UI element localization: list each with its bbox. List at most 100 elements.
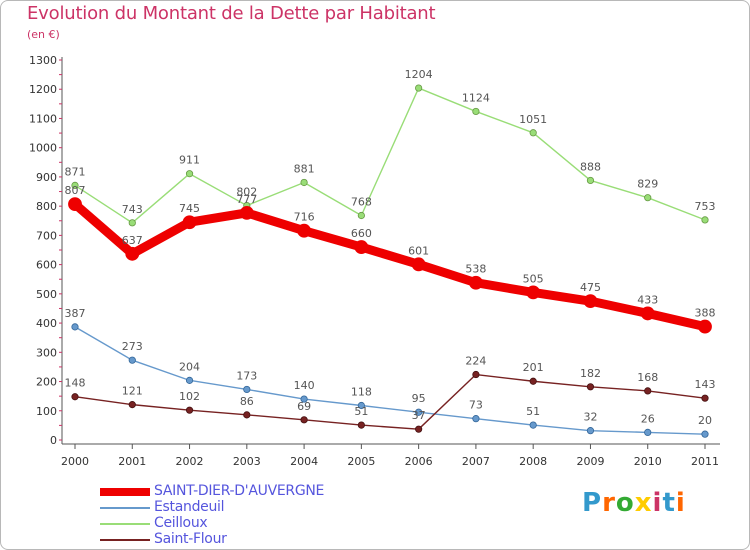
- data-label: 888: [580, 160, 601, 173]
- line-chart: 0 100 200 300 400 500 600 700 800 900 1000 1100 1200…: [29, 54, 720, 468]
- data-point: [586, 176, 595, 185]
- x-tick-label: 2006: [405, 455, 433, 468]
- series-line-2: [74, 87, 706, 224]
- x-tick-label: 2009: [576, 455, 604, 468]
- data-label: 505: [523, 272, 544, 285]
- data-label: 1051: [519, 113, 547, 126]
- y-tick-label: 1300: [29, 54, 57, 67]
- data-point: [586, 383, 595, 391]
- data-label: 802: [236, 186, 257, 199]
- y-tick-label: 1000: [29, 142, 57, 155]
- data-point: [472, 415, 480, 423]
- legend-swatch: [100, 507, 150, 509]
- data-point: [128, 401, 136, 409]
- data-label: 637: [122, 234, 143, 247]
- data-label: 26: [641, 412, 655, 425]
- data-label: 201: [523, 361, 544, 374]
- data-point: [243, 411, 251, 419]
- data-point: [71, 323, 79, 331]
- data-label: 475: [580, 281, 601, 294]
- legend-swatch: [100, 539, 150, 541]
- data-point: [185, 376, 194, 384]
- data-label: 102: [179, 390, 200, 403]
- y-tick-label: 1100: [29, 112, 57, 125]
- data-point: [472, 107, 480, 116]
- x-tick-label: 2002: [176, 455, 204, 468]
- axes: 0 100 200 300 400 500 600 700 800 900 1000 1100 1200…: [29, 54, 720, 468]
- series-line-0: [70, 199, 710, 332]
- data-label: 753: [695, 200, 716, 213]
- x-tick-label: 2008: [519, 455, 547, 468]
- data-label: 601: [408, 244, 429, 257]
- legend-swatch: [100, 488, 150, 496]
- data-label: 743: [122, 203, 143, 216]
- data-label: 204: [179, 360, 200, 373]
- data-label: 140: [294, 379, 315, 392]
- data-point: [644, 387, 652, 395]
- data-label: 538: [465, 263, 486, 276]
- data-label: 768: [351, 196, 372, 209]
- legend-label: Ceilloux: [154, 515, 208, 531]
- data-point: [415, 425, 423, 433]
- data-label: 118: [351, 386, 372, 399]
- data-point: [701, 394, 709, 402]
- data-point: [415, 84, 423, 92]
- data-label: 871: [65, 165, 86, 178]
- data-label: 168: [637, 371, 658, 384]
- data-label: 1204: [405, 68, 433, 81]
- data-point: [128, 219, 136, 227]
- data-point: [357, 401, 365, 410]
- data-point: [128, 356, 136, 364]
- y-tick-label: 100: [36, 405, 57, 418]
- data-point: [529, 377, 537, 385]
- y-tick-label: 300: [36, 346, 57, 359]
- data-label: 95: [412, 392, 426, 405]
- data-point: [644, 194, 652, 202]
- data-point: [586, 427, 595, 435]
- series-line-3: [74, 373, 706, 430]
- x-tick-label: 2010: [634, 455, 662, 468]
- data-label: 777: [236, 193, 257, 206]
- legend-swatch: [100, 523, 150, 525]
- y-tick-label: 500: [36, 288, 57, 301]
- data-point: [297, 223, 311, 238]
- data-label: 660: [351, 227, 372, 240]
- data-point: [644, 428, 652, 436]
- data-label: 829: [637, 178, 658, 191]
- data-point: [71, 393, 79, 401]
- x-tick-label: 2001: [118, 455, 146, 468]
- x-tick-label: 2000: [61, 455, 89, 468]
- data-label: 273: [122, 340, 143, 353]
- data-label: 20: [698, 414, 712, 427]
- legend-label: SAINT-DIER-D'AUVERGNE: [154, 483, 325, 499]
- data-label: 143: [695, 378, 716, 391]
- data-point: [469, 275, 483, 290]
- logo-letter: i: [652, 488, 663, 518]
- data-label: 224: [465, 355, 486, 368]
- data-point: [472, 370, 480, 379]
- legend-label: Estandeuil: [154, 499, 225, 515]
- data-point: [68, 197, 82, 212]
- data-point: [125, 246, 140, 261]
- data-label: 182: [580, 367, 601, 380]
- data-point: [185, 170, 194, 178]
- y-tick-label: 200: [36, 376, 57, 389]
- x-tick-label: 2003: [233, 455, 261, 468]
- x-tick-label: 2011: [691, 455, 719, 468]
- data-point: [243, 385, 251, 394]
- data-label: 173: [236, 369, 257, 382]
- data-point: [526, 285, 541, 300]
- data-point: [701, 216, 709, 224]
- data-label: 86: [240, 395, 254, 408]
- logo-letter: P: [582, 488, 603, 518]
- data-label: 911: [179, 154, 200, 167]
- data-point: [701, 430, 709, 438]
- y-tick-label: 800: [36, 200, 57, 213]
- data-point: [300, 178, 308, 187]
- data-point: [182, 215, 197, 230]
- data-point: [529, 421, 537, 429]
- data-point: [415, 408, 423, 416]
- data-point: [300, 416, 308, 424]
- data-point: [411, 257, 426, 272]
